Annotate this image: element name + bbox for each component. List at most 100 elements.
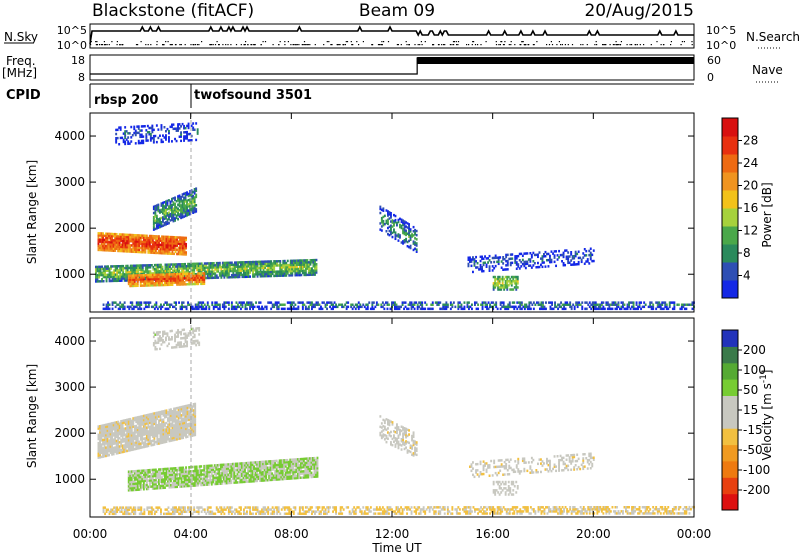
heatmap-cell bbox=[193, 192, 196, 195]
heatmap-cell bbox=[182, 272, 185, 276]
heatmap-cell bbox=[112, 243, 115, 246]
heatmap-cell bbox=[209, 272, 212, 275]
heatmap-cell bbox=[152, 128, 155, 132]
heatmap-cell bbox=[221, 303, 224, 306]
heatmap-cell bbox=[295, 269, 298, 273]
heatmap-cell bbox=[176, 423, 179, 426]
heatmap-cell bbox=[186, 412, 189, 416]
heatmap-cell bbox=[145, 420, 148, 423]
heatmap-cell bbox=[154, 440, 157, 444]
heatmap-cell bbox=[154, 476, 157, 480]
heatmap-cell bbox=[165, 138, 167, 141]
heatmap-cell bbox=[162, 243, 165, 247]
heatmap-cell bbox=[252, 275, 255, 278]
nsearch-point bbox=[244, 44, 246, 46]
heatmap-cell bbox=[189, 210, 192, 214]
heatmap-cell bbox=[115, 241, 118, 244]
heatmap-cell bbox=[97, 238, 100, 241]
heatmap-cell bbox=[258, 271, 261, 274]
heatmap-cell bbox=[123, 245, 126, 249]
heatmap-cell bbox=[262, 262, 265, 265]
heatmap-cell bbox=[120, 233, 123, 236]
heatmap-cell bbox=[292, 269, 295, 273]
heatmap-cell bbox=[167, 303, 170, 306]
heatmap-cell bbox=[407, 303, 410, 306]
heatmap-cell bbox=[512, 277, 515, 281]
heatmap-cell bbox=[138, 234, 141, 237]
heatmap-cell bbox=[208, 268, 211, 271]
heatmap-cell bbox=[176, 421, 179, 424]
heatmap-cell bbox=[164, 252, 166, 255]
heatmap-cell bbox=[103, 452, 106, 456]
heatmap-cell bbox=[111, 249, 114, 252]
heatmap-cell bbox=[135, 284, 138, 288]
heatmap-cell bbox=[145, 133, 148, 136]
heatmap-cell bbox=[273, 268, 276, 271]
heatmap-cell bbox=[390, 230, 392, 234]
heatmap-cell bbox=[127, 432, 130, 436]
heatmap-cell bbox=[309, 269, 312, 272]
heatmap-cell bbox=[268, 301, 271, 304]
heatmap-cell bbox=[512, 275, 515, 279]
heatmap-cell bbox=[517, 305, 520, 309]
heatmap-cell bbox=[134, 129, 137, 133]
heatmap-cell bbox=[126, 235, 129, 239]
heatmap-cell bbox=[597, 303, 600, 306]
heatmap-cell bbox=[117, 279, 120, 282]
heatmap-cell bbox=[175, 210, 178, 213]
heatmap-cell bbox=[295, 261, 298, 264]
heatmap-cell bbox=[177, 248, 180, 252]
heatmap-cell bbox=[256, 271, 259, 274]
heatmap-cell bbox=[430, 303, 433, 306]
heatmap-cell bbox=[491, 265, 494, 268]
heatmap-cell bbox=[390, 216, 392, 219]
heatmap-cell bbox=[102, 275, 105, 279]
heatmap-cell bbox=[171, 420, 174, 423]
heatmap-cell bbox=[108, 303, 111, 306]
heatmap-cell bbox=[611, 303, 614, 306]
heatmap-cell bbox=[180, 272, 183, 276]
heatmap-cell bbox=[144, 284, 147, 287]
heatmap-cell bbox=[102, 273, 105, 277]
heatmap-cell bbox=[124, 443, 127, 447]
heatmap-cell bbox=[506, 259, 509, 263]
nsearch-point bbox=[523, 44, 525, 46]
heatmap-cell bbox=[181, 193, 184, 196]
heatmap-cell bbox=[258, 301, 261, 304]
heatmap-cell bbox=[117, 445, 120, 449]
heatmap-cell bbox=[167, 436, 169, 439]
heatmap-cell bbox=[631, 301, 634, 304]
heatmap-cell bbox=[136, 125, 139, 128]
heatmap-cell bbox=[390, 228, 392, 232]
heatmap-cell bbox=[389, 307, 392, 311]
heatmap-cell bbox=[394, 305, 396, 309]
heatmap-cell bbox=[261, 305, 264, 309]
heatmap-cell bbox=[644, 303, 647, 306]
heatmap-cell bbox=[223, 263, 226, 267]
heatmap-cell bbox=[380, 225, 383, 228]
heatmap-cell bbox=[273, 264, 276, 267]
heatmap-cell bbox=[176, 277, 179, 280]
heatmap-cell bbox=[116, 275, 119, 278]
heatmap-cell bbox=[173, 240, 176, 243]
heatmap-cell bbox=[158, 265, 161, 269]
heatmap-cell bbox=[670, 301, 673, 304]
heatmap-cell bbox=[576, 252, 579, 256]
heatmap-cell bbox=[154, 235, 157, 238]
heatmap-cell bbox=[177, 410, 180, 414]
heatmap-cell bbox=[494, 286, 497, 289]
heatmap-cell bbox=[252, 273, 255, 276]
heatmap-cell bbox=[507, 284, 510, 287]
heatmap-cell bbox=[244, 307, 247, 311]
heatmap-cell bbox=[294, 265, 297, 269]
heatmap-cell bbox=[161, 273, 163, 276]
heatmap-cell bbox=[104, 275, 107, 279]
heatmap-cell bbox=[164, 241, 166, 245]
heatmap-cell bbox=[498, 275, 501, 279]
heatmap-cell bbox=[105, 450, 108, 453]
heatmap-cell bbox=[144, 301, 147, 304]
heatmap-cell bbox=[282, 303, 285, 306]
heatmap-cell bbox=[445, 303, 448, 306]
heatmap-cell bbox=[179, 246, 182, 250]
heatmap-cell bbox=[109, 449, 112, 452]
